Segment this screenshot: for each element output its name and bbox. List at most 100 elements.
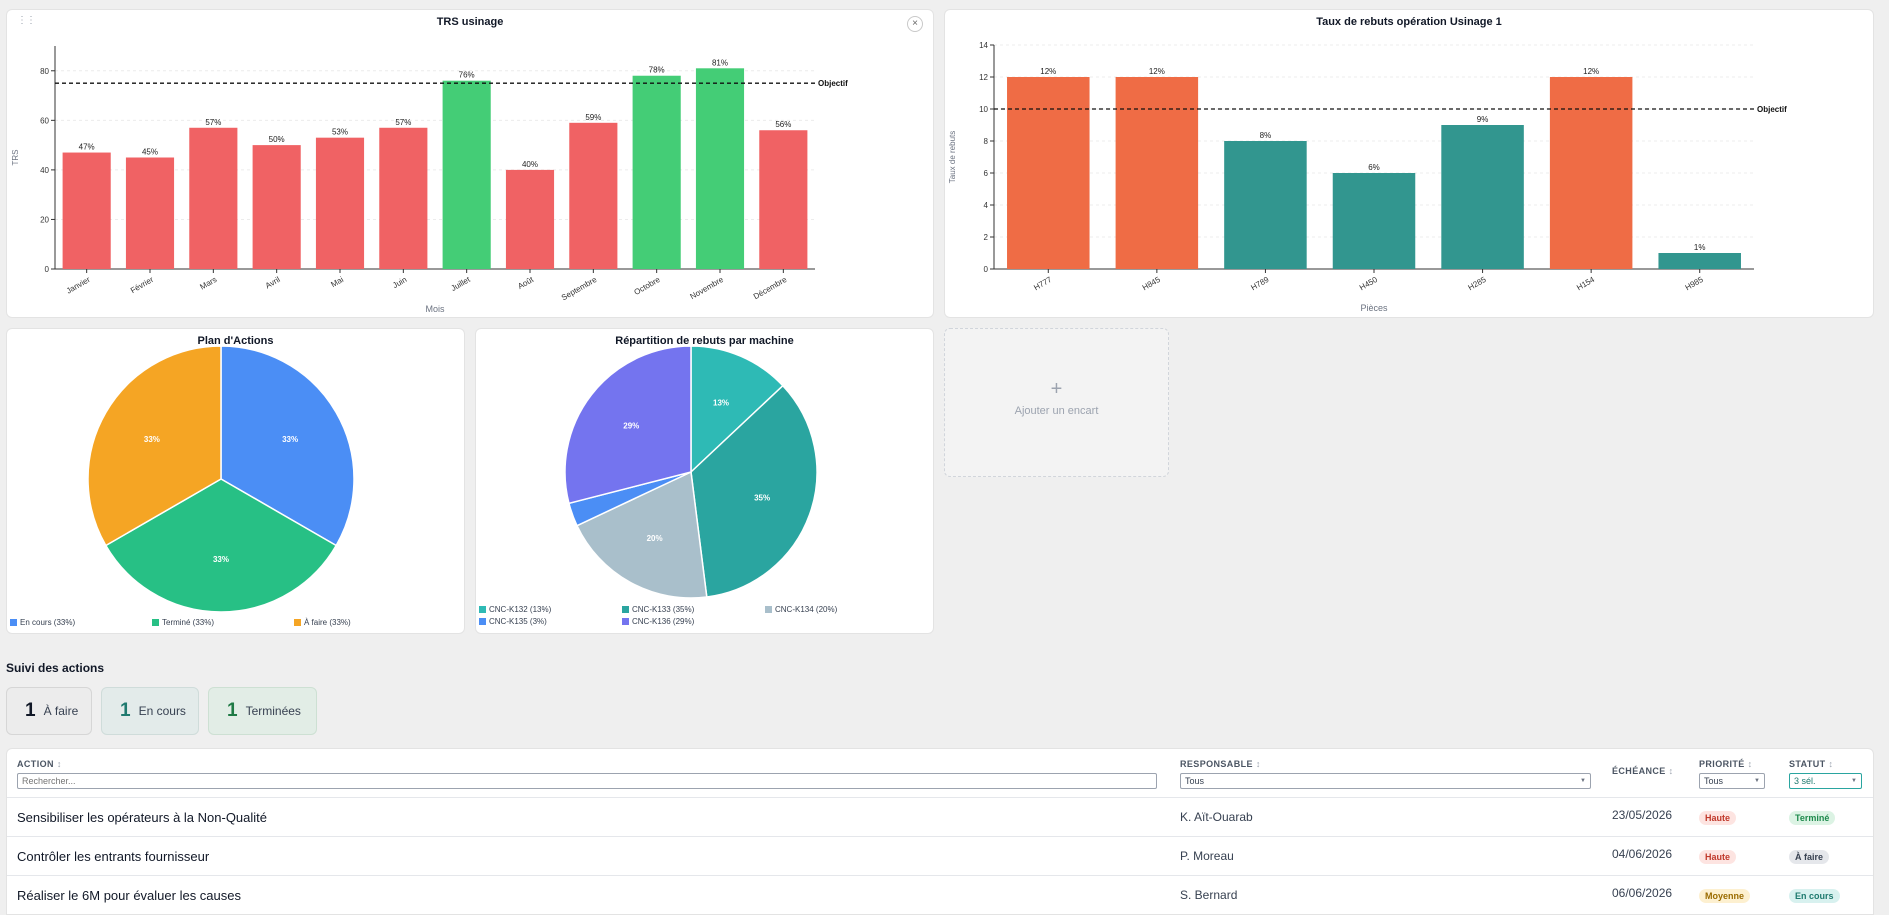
x-tick-label: H789 [1249, 275, 1271, 293]
drag-handle-icon[interactable]: ⋮⋮ [17, 15, 36, 26]
legend-item[interactable]: Terminé (33%) [152, 618, 214, 627]
x-tick-label: Mars [198, 275, 218, 292]
machine-rebuts-title: Répartition de rebuts par machine [615, 335, 794, 347]
y-tick-label: 40 [40, 166, 49, 175]
responsable-filter-select[interactable]: Tous ▼ [1180, 773, 1591, 789]
pie-slice[interactable] [104, 478, 338, 613]
x-tick-label: Octobre [633, 275, 663, 297]
header-action[interactable]: ACTION ↕ [17, 759, 62, 769]
x-tick-label: H985 [1684, 275, 1706, 293]
legend-item[interactable]: CNC-K135 (3%) [479, 617, 547, 626]
pie-slice-label: 35% [754, 494, 770, 503]
plan-actions-title: Plan d'Actions [197, 335, 274, 347]
bar-value-label: 59% [585, 113, 601, 122]
y-tick-label: 12 [979, 73, 988, 82]
search-input[interactable] [17, 773, 1157, 789]
y-tick-label: 14 [979, 41, 988, 50]
pie-slice-label: 33% [213, 555, 229, 564]
bar-value-label: 56% [775, 120, 791, 129]
bar[interactable] [1007, 77, 1090, 269]
kpi-card[interactable]: 1 En cours [101, 687, 199, 735]
bar-value-label: 57% [205, 118, 221, 127]
bar-value-label: 12% [1583, 67, 1599, 76]
x-axis-label: Pièces [1360, 303, 1388, 313]
x-axis-label: Mois [425, 304, 445, 314]
legend-item[interactable]: CNC-K132 (13%) [479, 605, 551, 614]
legend-label: CNC-K134 (20%) [775, 605, 838, 614]
table-row[interactable]: Sensibiliser les opérateurs à la Non-Qua… [7, 797, 1873, 836]
bar[interactable] [632, 75, 681, 269]
legend-label: En cours (33%) [20, 618, 76, 627]
bar[interactable] [252, 145, 301, 269]
bar-value-label: 12% [1149, 67, 1165, 76]
x-tick-label: H450 [1358, 275, 1380, 293]
bar[interactable] [442, 80, 491, 269]
legend-item[interactable]: CNC-K133 (35%) [622, 605, 694, 614]
close-icon[interactable]: × [907, 16, 923, 32]
status-badge: À faire [1789, 850, 1830, 864]
trs-bar-chart: 0 20 40 60 80 47% Janvier 45% Février 57% Mars 50% A… [11, 46, 848, 314]
x-tick-label: Avril [264, 275, 282, 291]
bar[interactable] [62, 152, 111, 269]
x-tick-label: H154 [1575, 275, 1597, 293]
bar[interactable] [1658, 253, 1741, 269]
table-row[interactable]: Réaliser le 6M pour évaluer les causes S.… [7, 875, 1873, 914]
kpi-label: En cours [138, 704, 186, 718]
legend-item[interactable]: CNC-K136 (29%) [622, 617, 694, 626]
rebuts-bar-chart: 0 2 4 6 8 10 12 14 12% H777 12% H845 8% H789 6% H450 9% H… [948, 41, 1787, 313]
add-widget-button[interactable]: + Ajouter un encart [944, 328, 1169, 477]
kpi-card[interactable]: 1 À faire [6, 687, 92, 735]
y-tick-label: 4 [984, 201, 989, 210]
header-statut[interactable]: STATUT ↕ [1789, 759, 1834, 769]
header-priorite[interactable]: PRIORITÉ ↕ [1699, 759, 1753, 769]
actions-table: ACTION ↕ RESPONSABLE ↕ ÉCHÉANCE ↕ PRIORI… [6, 748, 1874, 915]
bar[interactable] [569, 122, 618, 269]
rebuts-chart-title: Taux de rebuts opération Usinage 1 [1316, 16, 1502, 28]
bar[interactable] [1549, 77, 1633, 269]
plan-actions-pie: 33% 33% 33% [87, 345, 355, 613]
pie-slice[interactable] [564, 345, 692, 505]
header-echeance[interactable]: ÉCHÉANCE ↕ [1612, 766, 1674, 776]
pie-slice[interactable] [220, 345, 355, 547]
bar[interactable] [315, 137, 365, 269]
legend-item[interactable]: En cours (33%) [10, 618, 75, 627]
legend-item[interactable]: CNC-K134 (20%) [765, 605, 837, 614]
bar[interactable] [759, 130, 808, 269]
x-tick-label: H845 [1141, 275, 1163, 293]
x-tick-label: Décembre [752, 275, 789, 302]
bar[interactable] [125, 157, 175, 270]
legend-label: CNC-K136 (29%) [632, 617, 695, 626]
pie-slice[interactable] [690, 384, 818, 598]
x-tick-label: Juin [391, 275, 408, 290]
bar[interactable] [189, 127, 238, 270]
bar[interactable] [695, 68, 745, 269]
pie-slice[interactable] [575, 470, 708, 599]
pie-slice[interactable] [87, 345, 222, 547]
statut-filter-select[interactable]: 3 sél. ▼ [1789, 773, 1862, 789]
plus-icon: + [1050, 378, 1063, 400]
bar[interactable] [1115, 77, 1199, 269]
table-row[interactable]: Contrôler les entrants fournisseur P. Mor… [7, 836, 1873, 875]
bar[interactable] [1441, 125, 1524, 269]
legend-swatch [294, 619, 301, 626]
priority-badge: Haute [1699, 850, 1737, 864]
trs-chart-card: ⋮⋮ TRS usinage × 0 20 40 60 80 47% Janvier 45% F… [6, 9, 934, 318]
status-badge: Terminé [1789, 811, 1836, 825]
kpi-count: 1 [227, 700, 238, 721]
header-responsable[interactable]: RESPONSABLE ↕ [1180, 759, 1261, 769]
bar[interactable] [1332, 173, 1416, 269]
bar-value-label: 45% [142, 148, 158, 157]
echeance-cell: 06/06/2026 [1612, 886, 1673, 900]
suivi-section-title: Suivi des actions [6, 661, 105, 675]
legend-swatch [622, 606, 629, 613]
bar[interactable] [505, 169, 555, 269]
action-cell: Réaliser le 6M pour évaluer les causes [17, 888, 241, 903]
legend-item[interactable]: À faire (33%) [294, 618, 351, 627]
bar[interactable] [379, 127, 428, 270]
bar[interactable] [1224, 141, 1307, 269]
plan-actions-legend: En cours (33%) Terminé (33%) À faire (33%) [10, 618, 460, 632]
kpi-card[interactable]: 1 Terminées [208, 687, 317, 735]
priorite-filter-select[interactable]: Tous ▼ [1699, 773, 1765, 789]
pie-slice[interactable] [690, 345, 784, 474]
y-tick-label: 10 [979, 105, 988, 114]
